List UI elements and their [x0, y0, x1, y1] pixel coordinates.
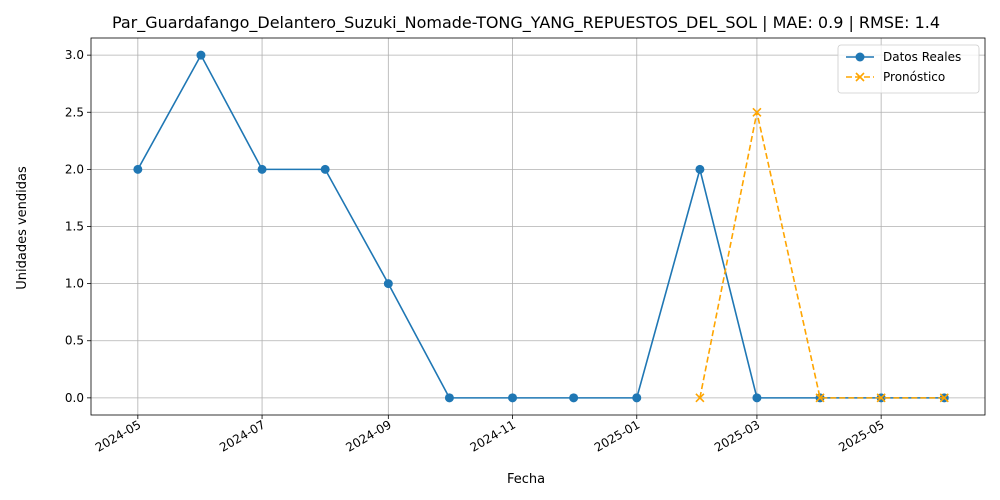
data-point: [939, 393, 949, 403]
legend-item: Datos Reales: [846, 50, 961, 64]
grid: [91, 38, 985, 415]
legend-marker: [855, 52, 865, 62]
data-point: [257, 164, 267, 174]
y-tick-label: 0.5: [65, 334, 84, 348]
y-tick-label: 2.0: [65, 162, 84, 176]
data-point: [444, 393, 454, 403]
series-line: [137, 53, 945, 399]
data-point: [876, 393, 886, 403]
data-point: [815, 393, 825, 403]
y-tick-label: 0.0: [65, 391, 84, 405]
x-tick-label: 2024-07: [217, 417, 267, 454]
data-point: [569, 393, 579, 403]
x-axis-label: Fecha: [507, 472, 545, 487]
data-point: [320, 164, 330, 174]
y-tick-label: 1.0: [65, 277, 84, 291]
x-tick-label: 2024-09: [343, 417, 393, 454]
x-tick-label: 2024-05: [93, 417, 143, 454]
x-tick-label: 2025-05: [836, 417, 886, 454]
series-pronostico: [695, 107, 949, 403]
data-point: [752, 107, 762, 117]
data-point: [133, 164, 143, 174]
legend: Datos Reales Pronóstico: [837, 44, 980, 94]
x-tick-label: 2024-11: [468, 417, 518, 454]
data-point: [695, 393, 705, 403]
series-line: [699, 112, 945, 399]
legend-item: Pronóstico: [846, 70, 945, 84]
data-point: [508, 393, 518, 403]
x-tick-label: 2025-01: [592, 417, 642, 454]
legend-label: Pronóstico: [883, 70, 945, 84]
data-point: [752, 393, 762, 403]
legend-marker: [855, 72, 865, 82]
data-point: [695, 164, 705, 174]
legend-label: Datos Reales: [883, 50, 961, 64]
data-point: [383, 279, 393, 289]
y-axis-label: Unidades vendidas: [15, 166, 30, 290]
y-tick-label: 2.5: [65, 105, 84, 119]
data-point: [196, 50, 206, 60]
x-tick-label: 2025-03: [712, 417, 762, 454]
series-layer: [133, 50, 949, 403]
y-tick-label: 3.0: [65, 48, 84, 62]
chart-title: Par_Guardafango_Delantero_Suzuki_Nomade-…: [112, 13, 940, 33]
data-point: [632, 393, 642, 403]
y-tick-label: 1.5: [65, 220, 84, 234]
